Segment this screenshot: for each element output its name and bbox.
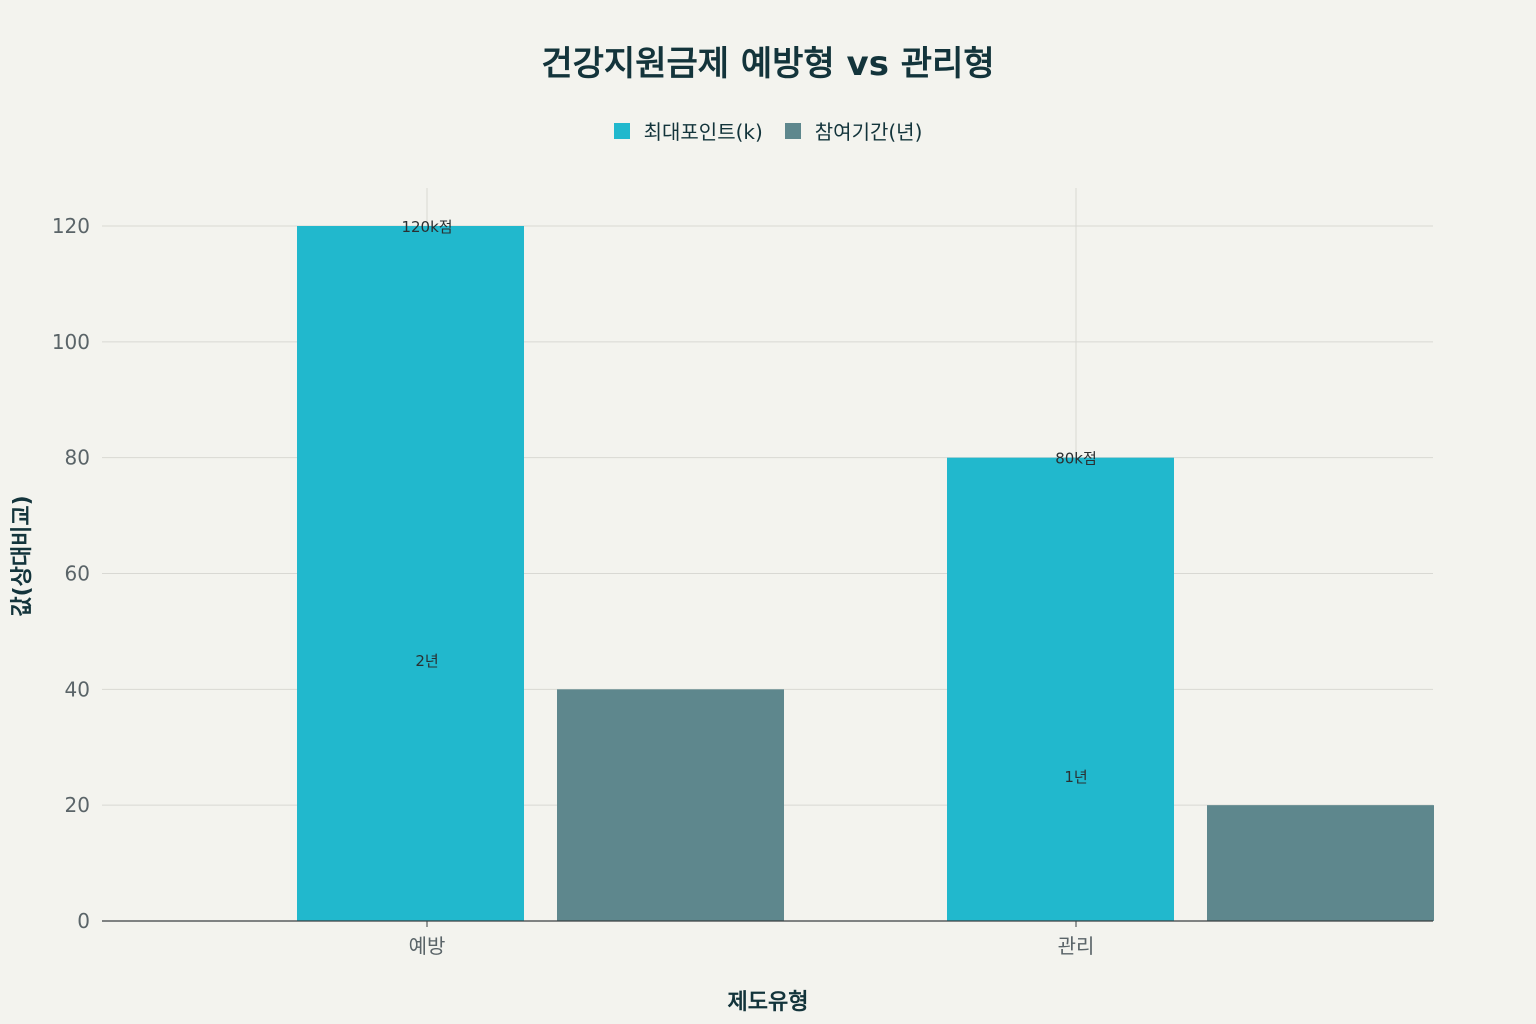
x-tick-label: 관리 — [1058, 934, 1095, 958]
data-label: 80k점 — [1055, 450, 1097, 468]
y-tick-label: 40 — [65, 677, 90, 701]
y-tick-label: 0 — [77, 909, 90, 933]
legend-label-points: 최대포인트(k) — [643, 120, 763, 144]
bar — [1207, 805, 1434, 921]
y-tick-label: 80 — [65, 446, 90, 470]
legend-item-period[interactable]: 참여기간(년) — [784, 116, 923, 145]
data-label: 2년 — [415, 652, 438, 670]
y-tick-label: 120 — [52, 214, 90, 238]
x-tick-label: 예방 — [409, 934, 446, 958]
x-axis-title: 제도유형 — [727, 990, 809, 1015]
legend-item-points[interactable]: 최대포인트(k) — [613, 116, 763, 145]
legend-label-period: 참여기간(년) — [814, 120, 923, 144]
bar — [297, 226, 524, 921]
y-tick-label: 20 — [65, 793, 90, 817]
legend: 최대포인트(k) 참여기간(년) — [0, 116, 1536, 145]
bar — [947, 457, 1174, 921]
legend-swatch-period — [784, 122, 801, 139]
chart-title: 건강지원금제 예방형 vs 관리형 — [541, 44, 995, 84]
bar — [557, 689, 784, 921]
y-tick-label: 100 — [52, 330, 90, 354]
y-tick-label: 60 — [65, 562, 90, 586]
legend-swatch-points — [613, 122, 630, 139]
data-label: 120k점 — [401, 218, 452, 236]
data-label: 1년 — [1064, 768, 1087, 786]
